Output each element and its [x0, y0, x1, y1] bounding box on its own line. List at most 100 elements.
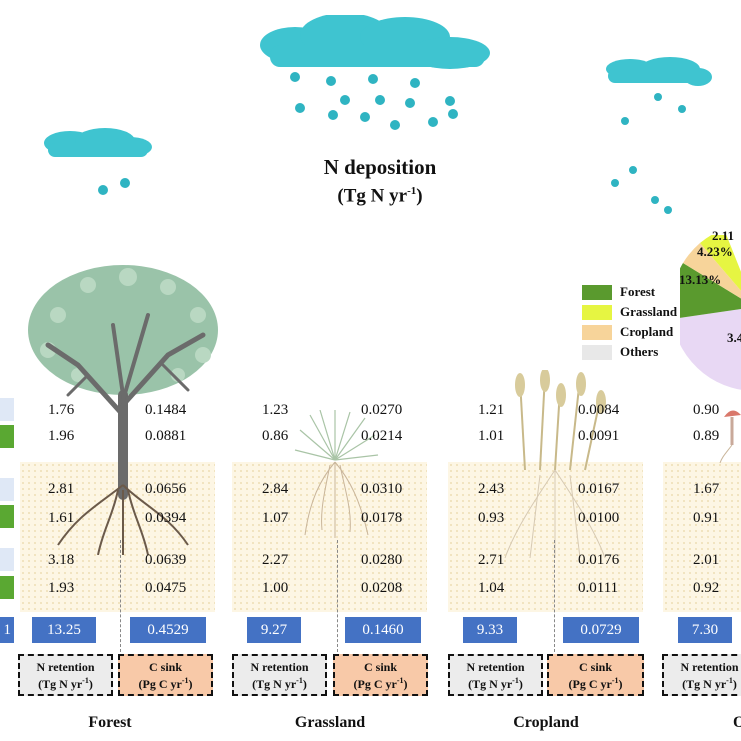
legend-item-grassland: Grassland [582, 302, 677, 322]
cropland-n-total: 9.33 [463, 617, 517, 643]
legend-item-cropland: Cropland [582, 322, 677, 342]
grassland-n-2: 0.86 [262, 428, 289, 444]
rain-cloud-large [260, 15, 490, 130]
grassland-c-1: 0.0270 [361, 402, 403, 418]
grassland-c-sink-label: C sink (Pg C yr-1) [333, 654, 428, 696]
left-total: 1 [0, 617, 14, 643]
ecosystem-name-grassland: Grassland [294, 714, 366, 731]
grassland-c-3: 0.0310 [361, 481, 403, 497]
panel-others [663, 462, 741, 612]
cropland-c-total: 0.0729 [563, 617, 639, 643]
left-box-3 [0, 478, 14, 501]
legend-swatch [582, 284, 612, 300]
forest-n-6: 1.93 [48, 580, 75, 596]
grassland-n-5: 2.27 [262, 552, 289, 568]
others-n-2: 0.89 [693, 428, 720, 444]
panel-grassland [232, 462, 427, 612]
ecosystem-name-forest: Forest [88, 714, 132, 731]
forest-c-1: 0.1484 [145, 402, 187, 418]
grassland-n-1: 1.23 [262, 402, 289, 418]
divider-cropland [554, 540, 555, 652]
pie-slice-forest [680, 263, 741, 318]
cropland-c-3: 0.0167 [578, 481, 620, 497]
others-n-total: 7.30 [678, 617, 732, 643]
cropland-n-3: 2.43 [478, 481, 505, 497]
tree-illustration [28, 265, 218, 555]
pie-label-c: 13.13% [679, 272, 722, 287]
pie-label-a: 2.11 [712, 228, 735, 243]
grassland-n-3: 2.84 [262, 481, 289, 497]
forest-n-total: 13.25 [32, 617, 96, 643]
grassland-c-5: 0.0280 [361, 552, 403, 568]
cropland-n-4: 0.93 [478, 510, 505, 526]
cropland-c-4: 0.0100 [578, 510, 620, 526]
pie-chart [680, 235, 741, 390]
divider-grassland [337, 540, 338, 652]
cropland-c-1: 0.0084 [578, 402, 620, 418]
forest-n-2: 1.96 [48, 428, 75, 444]
grassland-n-4: 1.07 [262, 510, 289, 526]
forest-c-4: 0.0394 [145, 510, 187, 526]
cropland-n-1: 1.21 [478, 402, 505, 418]
rain-cloud-left [44, 128, 152, 195]
cropland-c-5: 0.0176 [578, 552, 620, 568]
others-n-3: 1.67 [693, 481, 720, 497]
forest-n-5: 3.18 [48, 552, 75, 568]
others-n-1: 0.90 [693, 402, 720, 418]
cropland-c-sink-label: C sink (Pg C yr-1) [547, 654, 644, 696]
others-n-4: 0.91 [693, 510, 720, 526]
forest-c-5: 0.0639 [145, 552, 187, 568]
grass-illustration [294, 410, 379, 538]
grassland-c-6: 0.0208 [361, 580, 403, 596]
cropland-n-2: 1.01 [478, 428, 505, 444]
pie-slice-grassland [700, 235, 741, 291]
ecosystem-name-others: O [733, 714, 741, 731]
legend-item-others: Others [582, 342, 677, 362]
forest-c-2: 0.0881 [145, 428, 187, 444]
legend-swatch [582, 344, 612, 360]
legend: Forest Grassland Cropland Others [582, 282, 677, 362]
rain-cloud-right [606, 57, 712, 214]
cropland-n-6: 1.04 [478, 580, 505, 596]
pie-label-d: 3.4 [727, 330, 741, 345]
grassland-n-total: 9.27 [247, 617, 301, 643]
deposition-unit: (Tg N yr-1) [337, 185, 423, 207]
panel-cropland [448, 462, 643, 612]
forest-n-1: 1.76 [48, 402, 75, 418]
cropland-n-5: 2.71 [478, 552, 505, 568]
ecosystem-name-cropland: Cropland [513, 714, 579, 731]
cropland-n-retention-label: N retention (Tg N yr-1) [448, 654, 543, 696]
forest-n-4: 1.61 [48, 510, 75, 526]
cropland-c-2: 0.0091 [578, 428, 620, 444]
others-n-retention-label: N retention (Tg N yr-1) [662, 654, 741, 696]
pie-slice-others [680, 309, 741, 390]
forest-c-6: 0.0475 [145, 580, 187, 596]
crop-illustration [504, 370, 606, 559]
others-n-6: 0.92 [693, 580, 720, 596]
mushroom-icon [719, 410, 741, 464]
pie-slice-cropland [683, 243, 741, 299]
grassland-c-2: 0.0214 [361, 428, 403, 444]
forest-c-total: 0.4529 [130, 617, 206, 643]
forest-c-3: 0.0656 [145, 481, 187, 497]
left-box-4 [0, 505, 14, 528]
left-box-5 [0, 548, 14, 571]
legend-swatch [582, 304, 612, 320]
legend-item-forest: Forest [582, 282, 677, 302]
forest-n-3: 2.81 [48, 481, 75, 497]
others-n-5: 2.01 [693, 552, 720, 568]
grassland-c-total: 0.1460 [345, 617, 421, 643]
grassland-c-4: 0.0178 [361, 510, 403, 526]
cropland-c-6: 0.0111 [578, 580, 619, 596]
diagram-title: N deposition [323, 155, 437, 179]
divider-forest [120, 540, 121, 652]
grassland-n-6: 1.00 [262, 580, 289, 596]
forest-n-retention-label: N retention (Tg N yr-1) [18, 654, 113, 696]
forest-c-sink-label: C sink (Pg C yr-1) [118, 654, 213, 696]
left-box-1 [0, 398, 14, 421]
pie-label-b: 4.23% [697, 244, 733, 259]
legend-swatch [582, 324, 612, 340]
left-box-2 [0, 425, 14, 448]
grassland-n-retention-label: N retention (Tg N yr-1) [232, 654, 327, 696]
left-box-6 [0, 576, 14, 599]
